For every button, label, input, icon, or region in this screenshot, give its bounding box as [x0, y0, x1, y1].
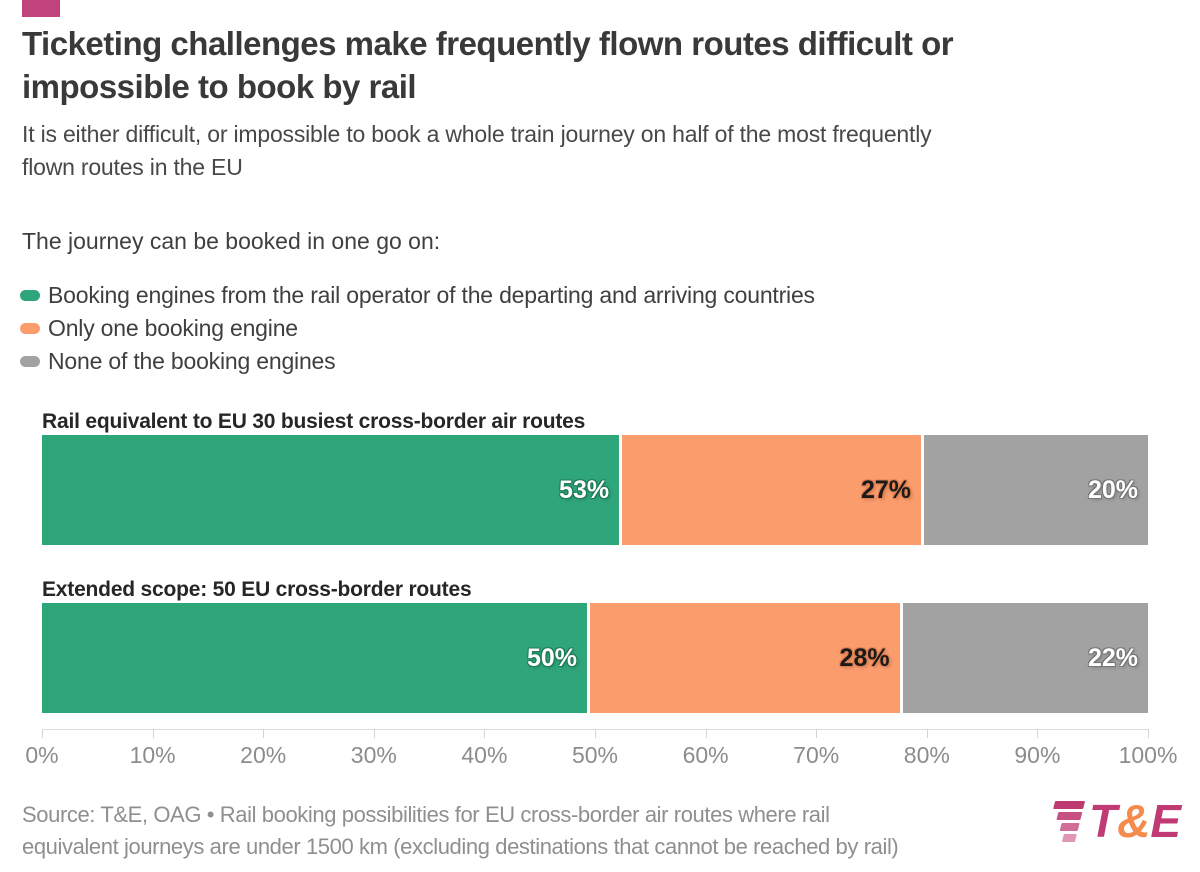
- x-axis-tick-mark: [1148, 729, 1149, 738]
- x-axis-tick-mark: [152, 729, 154, 738]
- x-axis-tick-label: 60%: [682, 742, 729, 768]
- bar-value-label: 50%: [526, 643, 577, 672]
- bar-segment: 20%: [924, 435, 1148, 545]
- source-note: Source: T&E, OAG • Rail booking possibil…: [22, 799, 899, 863]
- legend-item: Only one booking engine: [20, 312, 815, 345]
- stacked-bar-chart: Rail equivalent to EU 30 busiest cross-b…: [25, 409, 1177, 791]
- te-logo: T&E: [1044, 798, 1181, 844]
- x-axis-tick-label: 20%: [240, 742, 287, 768]
- logo-letter-amp: &: [1117, 795, 1151, 847]
- brand-accent-bar: [22, 0, 60, 17]
- source-line-1: Source: T&E, OAG • Rail booking possibil…: [22, 802, 830, 827]
- legend-swatch-icon: [20, 323, 40, 334]
- stacked-bar: 50% 28% 22%: [42, 603, 1148, 713]
- te-logo-bars-icon: [1039, 801, 1086, 842]
- x-axis-tick-mark: [42, 729, 43, 738]
- x-axis-tick-label: 100%: [1118, 742, 1178, 768]
- logo-letter-t: T: [1089, 795, 1118, 847]
- x-axis-tick-label: 30%: [350, 742, 397, 768]
- page-title: Ticketing challenges make frequently flo…: [22, 22, 1187, 108]
- chart-subtitle: It is either difficult, or impossible to…: [22, 118, 1197, 184]
- te-logo-bar: [1059, 823, 1080, 831]
- chart-row: Rail equivalent to EU 30 busiest cross-b…: [42, 409, 1148, 545]
- category-label: Extended scope: 50 EU cross-border route…: [42, 578, 472, 601]
- x-axis: 0% 10% 20% 30% 40% 50% 60% 70% 80% 90% 100%: [25, 729, 1177, 791]
- x-axis-tick-label: 0%: [25, 742, 59, 768]
- title-line-1: Ticketing challenges make frequently flo…: [22, 25, 954, 62]
- x-axis-tick-label: 10%: [129, 742, 176, 768]
- subtitle-line-2: flown routes in the EU: [22, 154, 243, 180]
- x-axis-tick-label: 80%: [903, 742, 950, 768]
- legend-swatch-icon: [20, 356, 40, 367]
- te-logo-bar: [1061, 834, 1077, 842]
- source-line-2: equivalent journeys are under 1500 km (e…: [22, 834, 899, 859]
- x-axis-tick-label: 40%: [461, 742, 508, 768]
- x-axis-tick-mark: [373, 729, 375, 738]
- logo-letter-e: E: [1150, 795, 1182, 847]
- bar-value-label: 22%: [1087, 643, 1138, 672]
- legend: Booking engines from the rail operator o…: [20, 279, 815, 378]
- legend-item-label: None of the booking engines: [48, 348, 336, 374]
- bar-segment: 53%: [42, 435, 620, 545]
- bar-segment: 27%: [622, 435, 921, 545]
- x-axis-tick-label: 50%: [571, 742, 619, 768]
- x-axis-tick-mark: [595, 729, 596, 738]
- bar-segment: 22%: [902, 603, 1148, 713]
- bar-segment: 28%: [590, 603, 900, 713]
- x-axis-tick-mark: [816, 729, 818, 738]
- te-logo-bar: [1053, 801, 1086, 809]
- x-axis-tick-mark: [484, 729, 486, 738]
- category-label: Rail equivalent to EU 30 busiest cross-b…: [42, 410, 586, 433]
- legend-swatch-icon: [20, 290, 40, 301]
- x-axis-tick-mark: [705, 729, 707, 738]
- chart-row: Extended scope: 50 EU cross-border route…: [42, 577, 1148, 713]
- legend-item-label: Only one booking engine: [48, 315, 298, 341]
- x-axis-tick-mark: [926, 729, 928, 738]
- legend-item-label: Booking engines from the rail operator o…: [48, 282, 815, 308]
- bar-segment: 50%: [42, 603, 587, 713]
- stacked-bar: 53% 27% 20%: [42, 435, 1148, 545]
- bar-value-label: 27%: [860, 475, 911, 504]
- x-axis-tick-mark: [263, 729, 265, 738]
- bar-rows: Rail equivalent to EU 30 busiest cross-b…: [42, 409, 1148, 713]
- x-axis-tick-label: 90%: [1014, 742, 1061, 768]
- te-logo-bar: [1056, 812, 1083, 820]
- subtitle-line-1: It is either difficult, or impossible to…: [22, 121, 932, 147]
- title-line-2: impossible to book by rail: [22, 68, 417, 105]
- bar-value-label: 28%: [839, 643, 890, 672]
- x-axis-tick-mark: [1037, 729, 1039, 738]
- x-axis-tick-label: 70%: [793, 742, 840, 768]
- legend-item: Booking engines from the rail operator o…: [20, 279, 815, 312]
- bar-value-label: 53%: [559, 475, 610, 504]
- te-logo-text: T&E: [1089, 798, 1181, 844]
- legend-item: None of the booking engines: [20, 345, 815, 378]
- legend-intro: The journey can be booked in one go on:: [22, 228, 441, 254]
- bar-value-label: 20%: [1087, 475, 1138, 504]
